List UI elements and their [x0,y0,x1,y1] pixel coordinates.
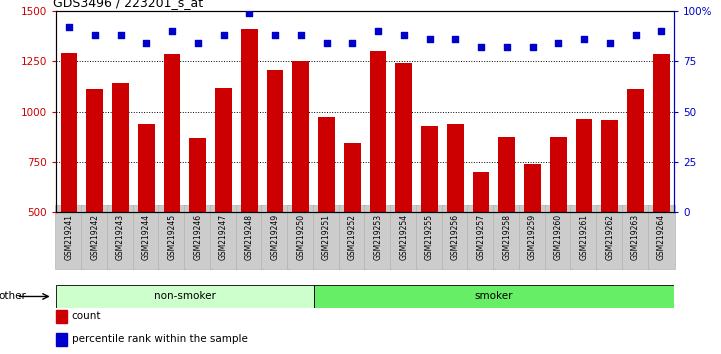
Point [424,36,435,42]
Point [578,36,590,42]
Point [604,40,616,46]
Bar [575,119,593,313]
Point [527,44,539,50]
Text: other: other [0,291,27,302]
Bar [138,124,155,313]
Point [295,32,306,38]
Point [89,32,101,38]
Text: count: count [71,312,101,321]
Point [321,40,332,46]
Bar [653,54,670,313]
Bar [627,89,644,313]
Bar [87,89,103,313]
Bar [61,53,77,313]
Point [372,28,384,34]
Text: non-smoker: non-smoker [154,291,216,302]
Point [449,36,461,42]
Point [270,32,281,38]
Bar [550,137,567,313]
Point [244,10,255,16]
Bar [56,310,67,323]
Point [63,24,75,30]
Bar [56,333,67,346]
Text: percentile rank within the sample: percentile rank within the sample [71,335,247,344]
Bar [267,70,283,313]
Bar [314,285,674,308]
Text: GDS3496 / 223201_s_at: GDS3496 / 223201_s_at [53,0,203,10]
Bar [241,29,257,313]
Point [141,40,152,46]
Point [655,28,667,34]
Point [167,28,178,34]
Point [115,32,126,38]
Text: smoker: smoker [474,291,513,302]
Bar [370,51,386,313]
Bar [190,138,206,313]
Bar [215,88,232,313]
Bar [318,116,335,313]
Point [475,44,487,50]
Bar [421,126,438,313]
Point [347,40,358,46]
Bar [447,124,464,313]
Bar [164,54,180,313]
Point [552,40,564,46]
Bar [395,63,412,313]
Bar [601,120,618,313]
Bar [524,164,541,313]
Point [501,44,513,50]
Point [192,40,203,46]
Bar [473,172,490,313]
Bar [293,61,309,313]
Bar [112,83,129,313]
Bar [56,285,314,308]
Point [398,32,410,38]
Bar [498,137,516,313]
Point [629,32,641,38]
Bar [344,143,360,313]
Point [218,32,229,38]
